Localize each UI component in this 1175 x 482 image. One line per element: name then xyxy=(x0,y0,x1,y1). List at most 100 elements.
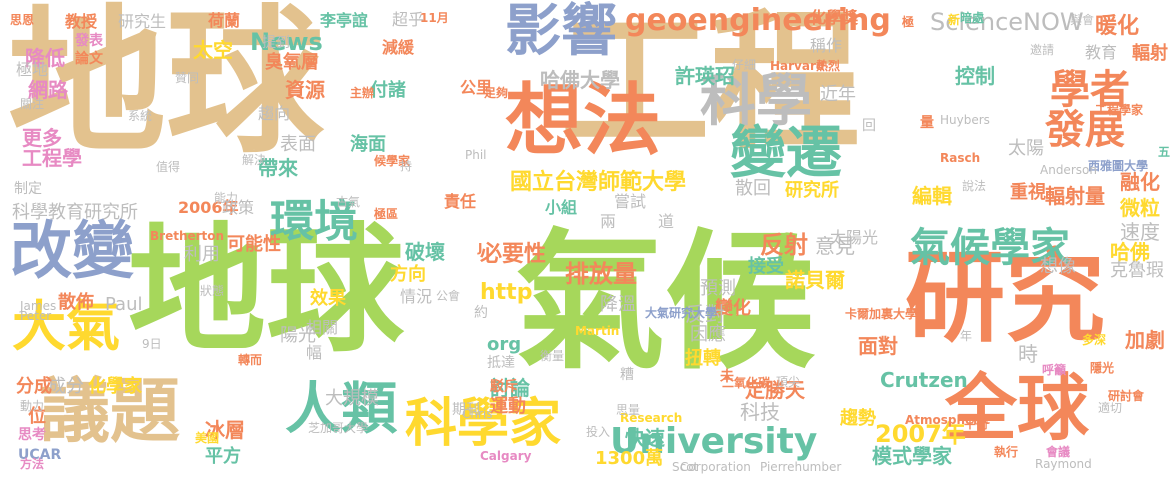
cloud-word: 時 xyxy=(1018,342,1038,366)
cloud-word: 許瑛玿 xyxy=(675,64,735,88)
cloud-word: 地球 xyxy=(128,210,405,371)
cloud-word: Harvard xyxy=(770,59,825,73)
cloud-word: 反射 xyxy=(760,231,808,259)
cloud-word: 快速 xyxy=(625,426,665,450)
cloud-word: 接受 xyxy=(748,256,784,277)
cloud-word: 呼籲 xyxy=(1042,363,1067,377)
cloud-word: 卡爾加裏大學 xyxy=(845,307,918,321)
cloud-word: 新 xyxy=(948,13,961,27)
cloud-word: 2006年 xyxy=(178,198,239,217)
cloud-word: 定勝天 xyxy=(745,378,805,402)
cloud-word: 系統 xyxy=(128,109,153,123)
cloud-word: 適切 xyxy=(1098,401,1123,415)
cloud-word: 情況 xyxy=(400,287,433,306)
cloud-word: 議題 xyxy=(40,370,180,452)
cloud-word: 大氣研究大學 xyxy=(645,306,718,320)
cloud-word: 趨向 xyxy=(258,104,291,123)
cloud-word: ScienceNOW xyxy=(930,8,1084,36)
cloud-word: 反對 xyxy=(685,302,725,326)
cloud-word: 極地 xyxy=(16,60,49,79)
cloud-word: 政策 xyxy=(222,198,255,217)
cloud-word: 量 xyxy=(920,115,934,131)
cloud-word: 模式學家 xyxy=(872,444,952,468)
cloud-word: 臭氧層 xyxy=(265,52,319,73)
cloud-word: 公里 xyxy=(460,78,493,97)
cloud-word: 氣候 xyxy=(515,216,816,390)
cloud-word: 必要性 xyxy=(480,242,547,267)
cloud-word: 太陽 xyxy=(1008,138,1044,159)
cloud-word: 衡量 xyxy=(540,349,565,363)
cloud-word: 期刊 xyxy=(452,402,480,418)
cloud-word: 諾貝爾 xyxy=(785,268,845,292)
cloud-word: 嘗試 xyxy=(614,192,647,211)
cloud-word: 研究所 xyxy=(785,180,839,201)
cloud-word: 人類 xyxy=(285,377,397,442)
cloud-word: 氣候學家 xyxy=(910,225,1070,271)
cloud-word: 候學家 xyxy=(374,154,411,168)
cloud-word: 降低 xyxy=(25,46,65,70)
cloud-word: 近年 xyxy=(820,84,856,105)
cloud-word: 芝加哥大學 xyxy=(308,421,369,435)
cloud-word: 發展 xyxy=(1045,107,1125,153)
cloud-word: 思恩 xyxy=(10,13,35,27)
cloud-word: Phil xyxy=(465,148,487,162)
cloud-word: 研究 xyxy=(905,239,1105,356)
cloud-word: 五 xyxy=(1158,145,1171,159)
cloud-word: 意見 xyxy=(815,234,855,258)
cloud-word: 極區 xyxy=(374,207,399,221)
cloud-word: 想法 xyxy=(505,76,662,166)
cloud-word: 學者 xyxy=(1050,67,1130,113)
cloud-word: 美國 xyxy=(195,431,220,445)
cloud-word: 研討會 xyxy=(1108,389,1145,403)
cloud-word: 表面 xyxy=(280,134,316,155)
cloud-word: 能力 xyxy=(214,191,239,205)
cloud-word: 古氣 xyxy=(336,195,361,209)
cloud-word: 投入 xyxy=(586,425,611,439)
cloud-word: 科學家 xyxy=(405,394,562,454)
cloud-word: 回 xyxy=(862,118,876,134)
cloud-word: 冰層 xyxy=(205,418,245,442)
cloud-word: 帶來 xyxy=(258,156,298,180)
cloud-word: 動力 xyxy=(20,399,45,413)
cloud-word: Pierrehumber xyxy=(760,460,842,474)
cloud-word: 變化 xyxy=(715,298,751,319)
cloud-word: Huybers xyxy=(940,113,990,127)
cloud-word: 二氧化碳 xyxy=(722,376,771,390)
cloud-word: 更多 xyxy=(22,126,62,150)
cloud-word: 克魯瑕 xyxy=(1110,260,1164,281)
cloud-word: Calgary xyxy=(480,449,532,463)
cloud-word: 執行 xyxy=(994,445,1019,459)
cloud-word: 荷蘭 xyxy=(208,11,241,30)
cloud-word: 隱光 xyxy=(1090,361,1115,375)
cloud-word: 糟 xyxy=(620,367,634,383)
cloud-word: 化學獎 xyxy=(810,8,859,27)
cloud-word: http xyxy=(480,280,533,305)
cloud-word: 熱烈 xyxy=(816,59,841,73)
cloud-word: News xyxy=(250,28,323,56)
cloud-word: geoengineering xyxy=(625,3,891,38)
cloud-word: 西雅圖大學 xyxy=(1088,159,1149,173)
cloud-word: J xyxy=(478,241,483,255)
cloud-word: 太陽光 xyxy=(830,228,879,247)
cloud-word: James xyxy=(20,299,57,313)
cloud-word: 說法 xyxy=(962,179,987,193)
cloud-word: 多深 xyxy=(1082,333,1107,347)
cloud-word: 運動 xyxy=(490,396,526,417)
cloud-word: 制定 xyxy=(14,181,42,197)
cloud-word: 改變 xyxy=(10,214,135,287)
cloud-word: 關注 xyxy=(20,97,45,111)
cloud-word: 散回 xyxy=(735,178,771,199)
cloud-word: 約 xyxy=(474,305,488,321)
cloud-word: 預測 xyxy=(700,278,736,299)
cloud-word: 發表 xyxy=(75,33,103,49)
cloud-word: 討論 xyxy=(490,376,530,400)
cloud-word: 超乎 xyxy=(392,10,425,29)
cloud-word: 抵達 xyxy=(487,355,515,371)
cloud-word: 面對 xyxy=(858,334,898,358)
cloud-word: 李亭誼 xyxy=(320,11,369,30)
cloud-word: 責任 xyxy=(444,192,477,211)
cloud-word: Paul xyxy=(105,294,143,315)
cloud-word: 方法 xyxy=(20,457,45,471)
cloud-word: 仔細 xyxy=(732,58,757,72)
cloud-word: 科技 xyxy=(740,400,780,424)
